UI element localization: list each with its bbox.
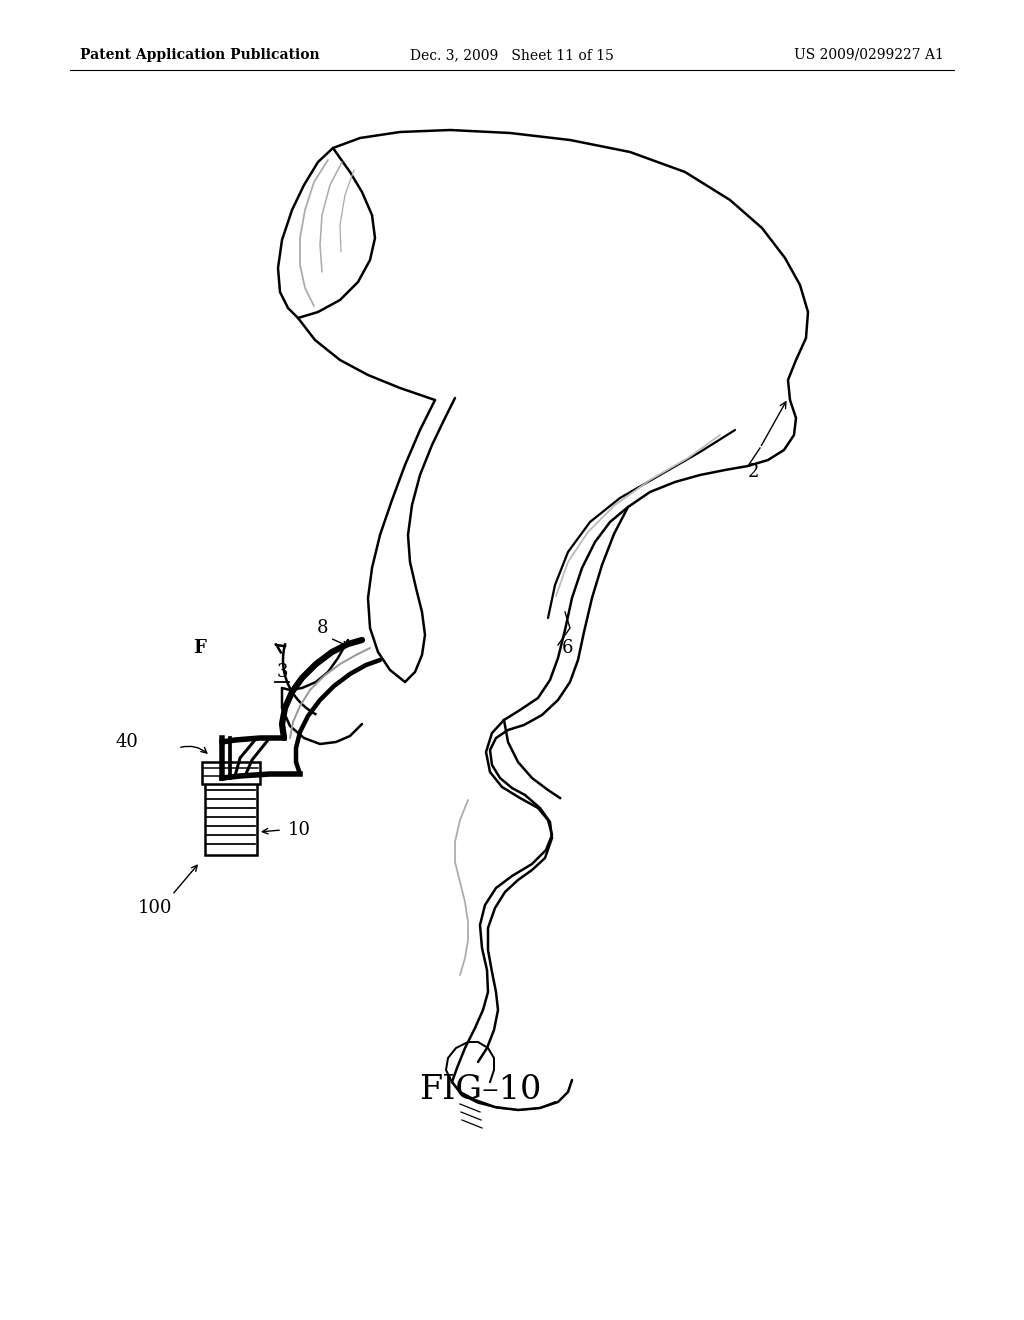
Text: FIG–10: FIG–10: [419, 1074, 542, 1106]
Text: US 2009/0299227 A1: US 2009/0299227 A1: [795, 48, 944, 62]
Text: 40: 40: [115, 733, 138, 751]
Text: Patent Application Publication: Patent Application Publication: [80, 48, 319, 62]
Text: 6: 6: [562, 639, 573, 657]
Text: 3: 3: [276, 663, 288, 681]
FancyBboxPatch shape: [205, 780, 257, 855]
Bar: [202, 762, 260, 784]
Text: F: F: [194, 639, 207, 657]
Text: Dec. 3, 2009   Sheet 11 of 15: Dec. 3, 2009 Sheet 11 of 15: [410, 48, 614, 62]
Text: 100: 100: [138, 899, 172, 917]
Text: 2: 2: [748, 463, 760, 480]
Text: 8: 8: [316, 619, 328, 638]
Text: 10: 10: [288, 821, 311, 840]
